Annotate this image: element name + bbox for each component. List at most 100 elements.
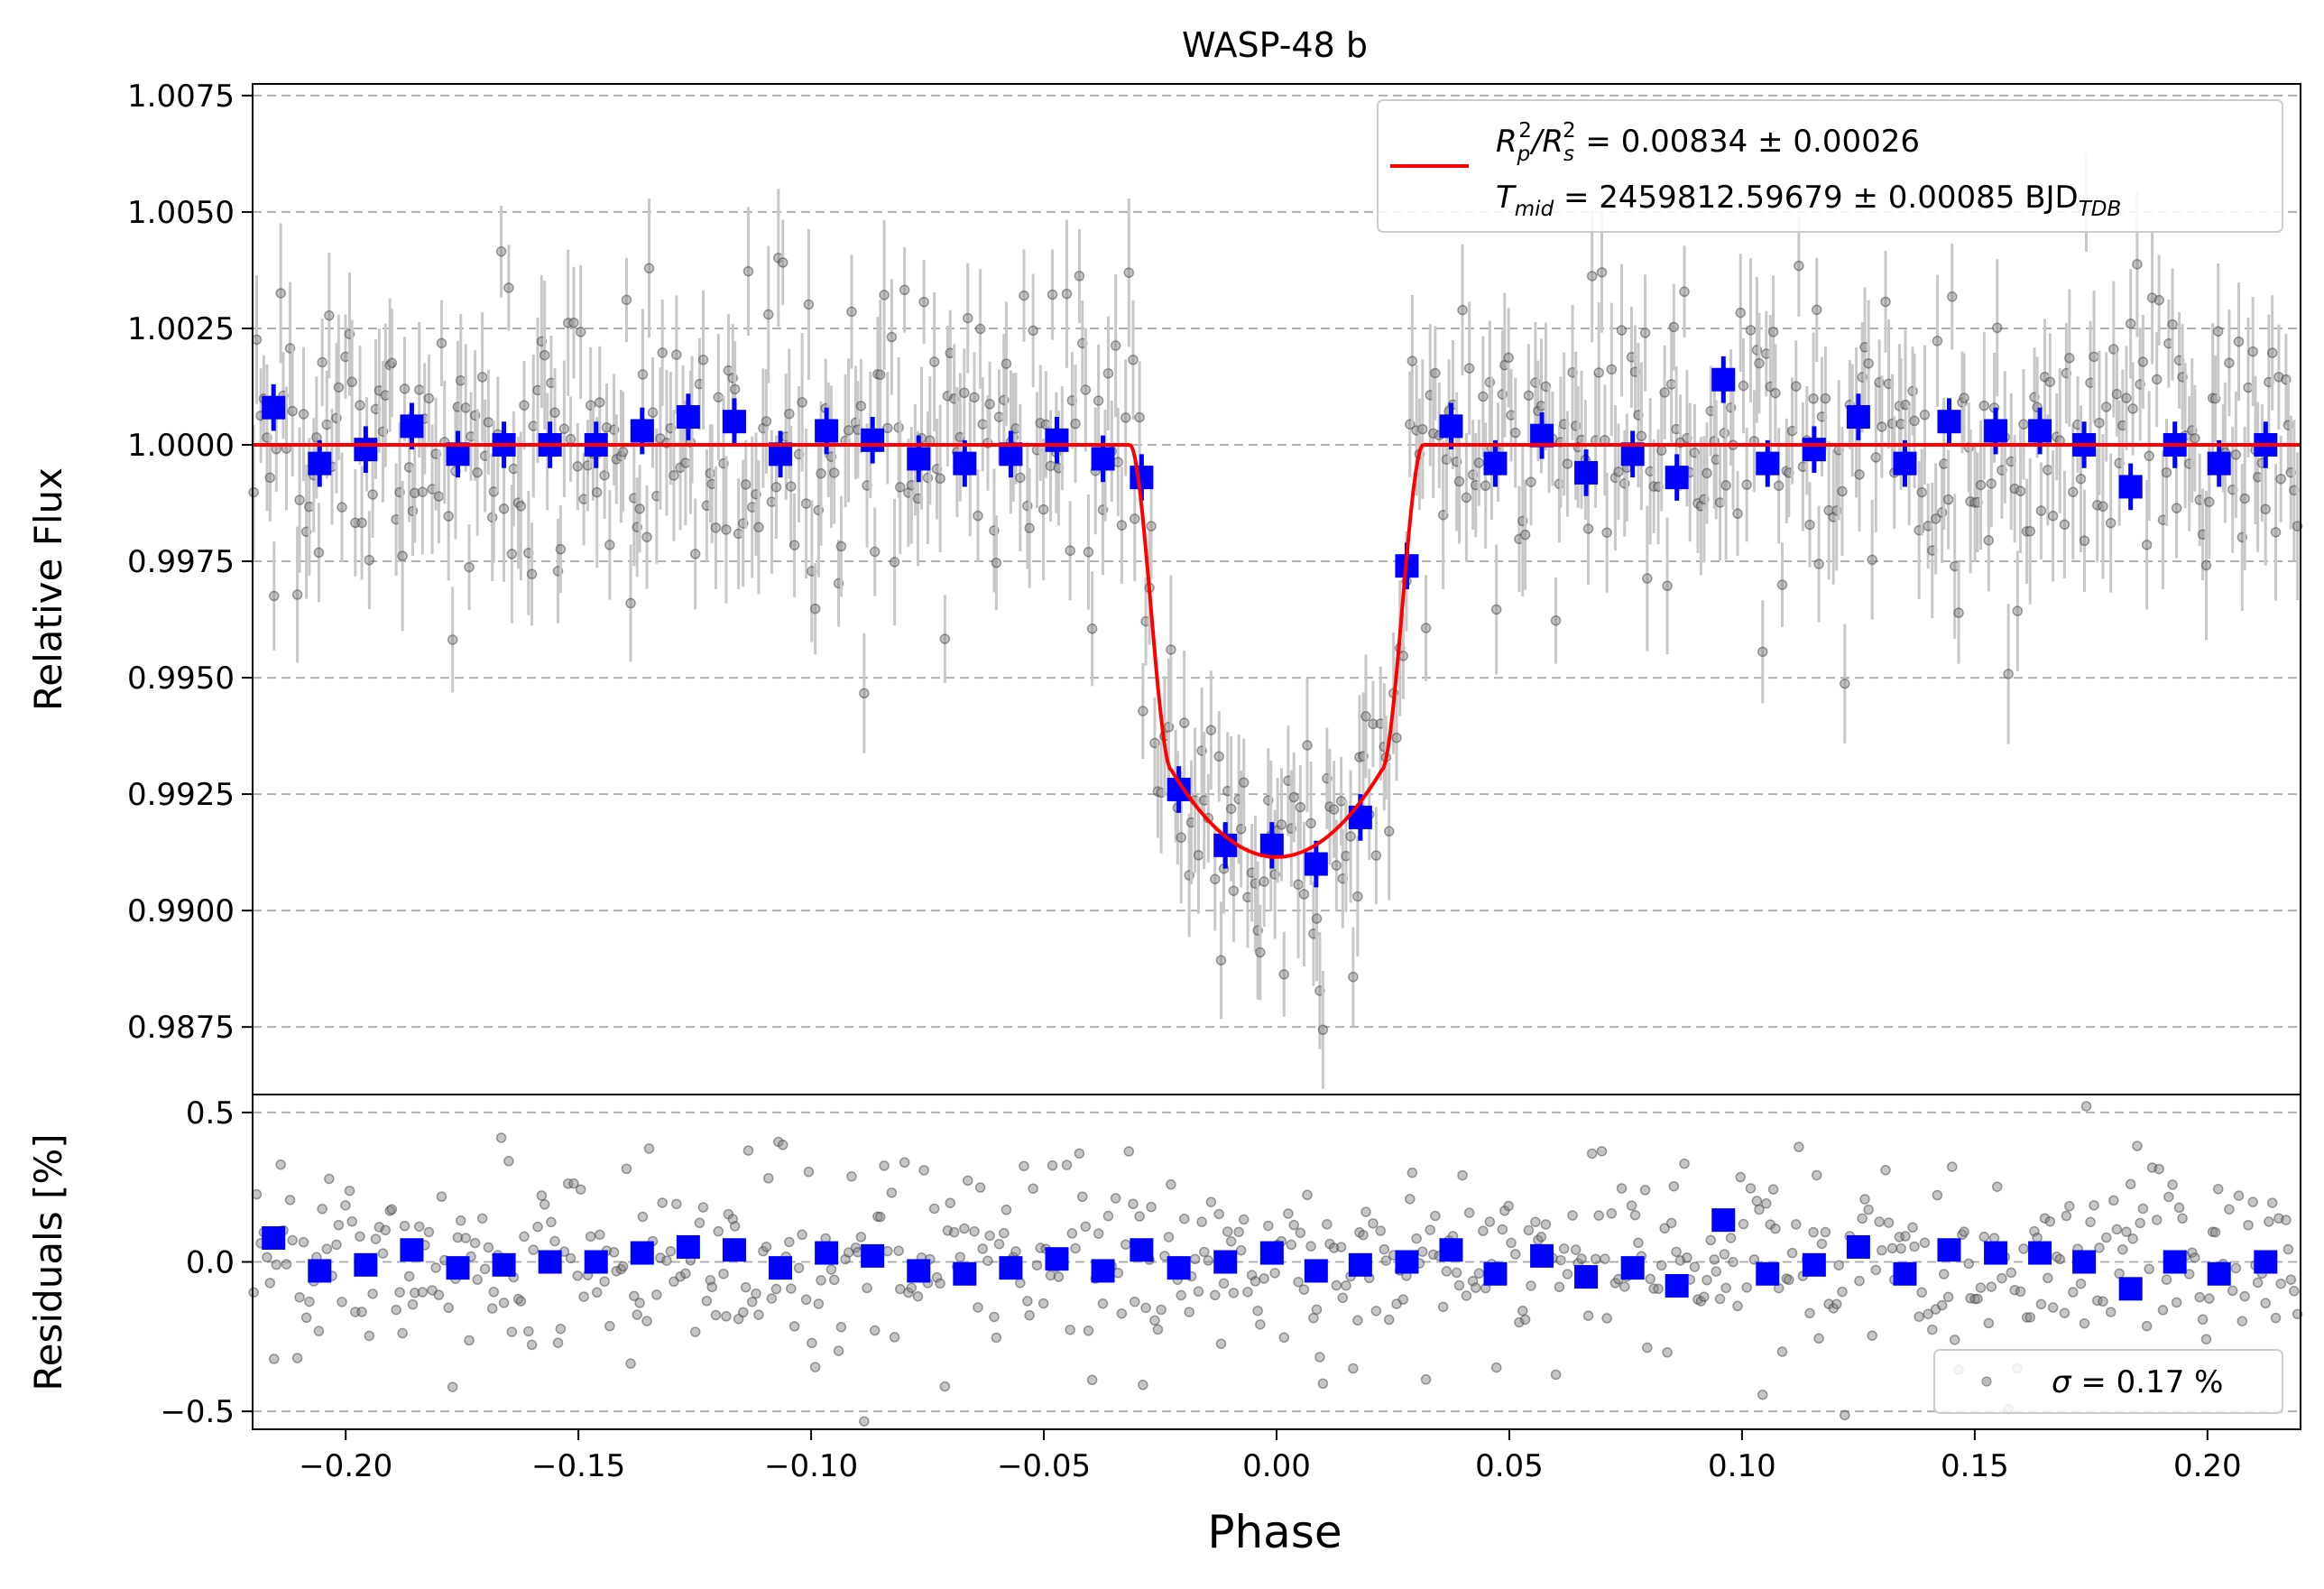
raw-point [1659, 387, 1670, 398]
residual-raw-point [689, 1326, 701, 1337]
residual-raw-point [1859, 1194, 1870, 1205]
residual-raw-point [751, 1288, 761, 1299]
residual-raw-point [1010, 1246, 1021, 1257]
residual-raw-point [1748, 1254, 1760, 1265]
residual-raw-point [675, 1270, 686, 1282]
residual-raw-point [1331, 1280, 1342, 1291]
residual-raw-point [1348, 1363, 1359, 1374]
residual-raw-point [1705, 1234, 1717, 1246]
raw-point [2127, 403, 2138, 414]
residual-raw-point [377, 1248, 389, 1259]
residual-raw-point [2183, 1269, 2195, 1280]
raw-point [835, 540, 847, 552]
raw-point [1930, 513, 1941, 524]
binned-point [1348, 805, 1372, 829]
raw-point [641, 531, 652, 542]
raw-point [515, 501, 527, 512]
residual-raw-point [1794, 1141, 1804, 1152]
light-curve-y-ticks: 1.0075 1.0050 1.0025 1.0000 0.9975 0.9950 0.99… [127, 79, 253, 1046]
raw-point [1473, 457, 1485, 468]
raw-point [1754, 357, 1765, 369]
raw-point [2132, 259, 2143, 270]
residual-raw-point [486, 1303, 498, 1314]
residual-raw-point [2024, 1312, 2035, 1323]
raw-point [248, 486, 259, 498]
residual-raw-point [2153, 1163, 2164, 1175]
residual-raw-point [1927, 1324, 1938, 1335]
residual-raw-point [828, 1274, 840, 1286]
residual-raw-point [1582, 1310, 1594, 1321]
residual-raw-point [1484, 1216, 1496, 1227]
binned-point [953, 451, 977, 476]
raw-point [356, 517, 367, 529]
raw-point [1166, 644, 1176, 655]
residual-raw-point [899, 1157, 910, 1169]
residual-raw-point [1540, 1219, 1552, 1230]
residual-raw-point [483, 1242, 494, 1253]
residual-raw-point [793, 1262, 805, 1274]
residuals-panel: 0.5 0.0 −0.5 −0.20 −0.15 −0.10 −0.05 0.00 0.05 0… [26, 1094, 2303, 1558]
residual-raw-point [1134, 1211, 1145, 1222]
residual-raw-point [1074, 1148, 1085, 1159]
residual-raw-point [248, 1287, 259, 1298]
raw-point [1596, 267, 1608, 278]
raw-point [1345, 831, 1356, 842]
residual-binned-point [1395, 1250, 1419, 1274]
residual-raw-point [1322, 1219, 1333, 1230]
raw-point [1975, 479, 1987, 491]
residual-raw-point [1406, 1167, 1418, 1178]
residual-raw-point [1639, 1185, 1651, 1196]
residual-raw-point [1298, 1284, 1310, 1295]
residual-raw-point [697, 1202, 709, 1213]
residual-raw-point [370, 1233, 382, 1244]
raw-point [846, 306, 857, 318]
residual-raw-point [1140, 1302, 1151, 1314]
residual-raw-point [287, 1234, 298, 1246]
raw-point [539, 349, 550, 361]
residual-raw-point [973, 1302, 983, 1313]
residual-binned-point [769, 1256, 793, 1280]
raw-point [1305, 818, 1316, 829]
residual-raw-point [912, 1290, 924, 1302]
raw-point [1562, 458, 1573, 469]
raw-point [423, 393, 435, 404]
residual-raw-point [1077, 1191, 1088, 1202]
residual-binned-point [1483, 1261, 1508, 1286]
raw-point [1745, 325, 1757, 336]
residual-raw-point [1659, 1223, 1670, 1233]
residual-raw-point [1463, 1207, 1475, 1218]
legend-midtime-entry: Tmid = 2459812.59679 ± 0.00085 BJDTDB [1496, 180, 2121, 221]
residual-raw-point [621, 1163, 632, 1175]
residual-raw-point [291, 1353, 303, 1363]
raw-point [893, 422, 904, 433]
residual-raw-point [2137, 1203, 2149, 1215]
residual-raw-point [1235, 1244, 1247, 1256]
sigma-legend-marker [1981, 1376, 1992, 1387]
raw-point [1110, 340, 1121, 351]
raw-point [1738, 380, 1749, 392]
residual-raw-point [770, 1283, 782, 1295]
residual-raw-point [2044, 1215, 2056, 1227]
residual-raw-point [1311, 1304, 1323, 1316]
residual-raw-point [394, 1287, 405, 1298]
raw-point [855, 401, 867, 411]
residual-raw-point [264, 1278, 276, 1289]
residual-raw-point [447, 1381, 458, 1392]
model-legend: Rp2/Rs2 = 0.00834 ± 0.00026 Tmid = 24598… [1377, 99, 2283, 233]
residual-raw-point [1738, 1218, 1749, 1230]
raw-point [689, 549, 701, 559]
residual-raw-point [572, 1270, 584, 1281]
residual-raw-point [1947, 1161, 1958, 1172]
residual-raw-point [1978, 1231, 1990, 1243]
residual-raw-point [855, 1232, 867, 1243]
raw-point [495, 245, 507, 257]
residual-raw-point [984, 1230, 995, 1242]
residual-raw-point [1028, 1183, 1038, 1194]
raw-point [2121, 393, 2132, 403]
residual-binned-point [1802, 1252, 1826, 1277]
residual-raw-point [452, 1232, 464, 1243]
raw-point [2094, 417, 2105, 429]
residual-raw-point [763, 1173, 774, 1184]
residual-raw-point [1478, 1225, 1489, 1236]
raw-point [1794, 260, 1804, 272]
